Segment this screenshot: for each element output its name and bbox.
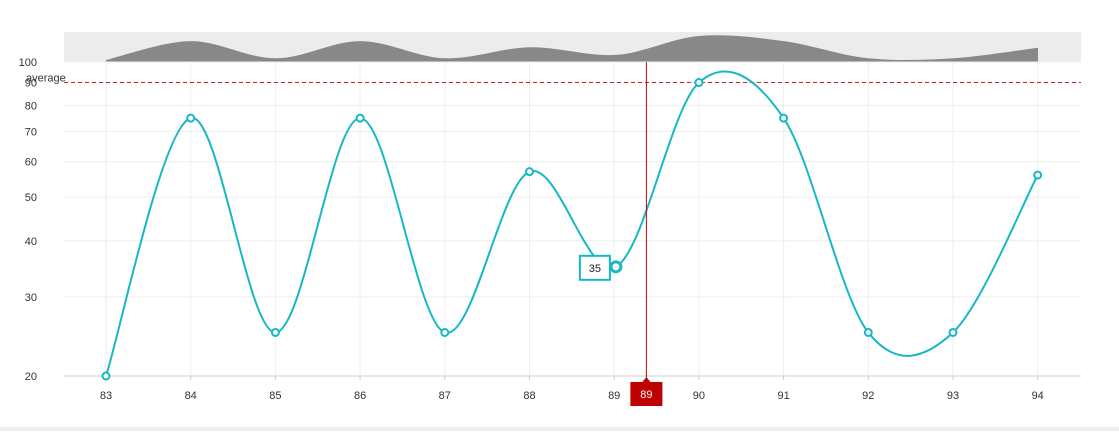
y-tick-label: 100 — [19, 57, 37, 69]
data-point[interactable] — [779, 113, 789, 123]
data-point[interactable] — [355, 113, 365, 123]
navigator-area — [106, 35, 1038, 62]
y-tick-label: 20 — [25, 371, 37, 383]
tooltip: 35 — [578, 254, 623, 281]
crosshair-badge — [630, 377, 663, 406]
x-tick-label: 83 — [100, 390, 112, 402]
x-tick-label: 88 — [523, 390, 535, 402]
x-tick-label: 94 — [1032, 390, 1044, 402]
x-tick-label: 93 — [947, 390, 959, 402]
series-group[interactable] — [101, 70, 1043, 381]
x-tick-label: 90 — [693, 390, 705, 402]
y-axis-ticks: 20 30 40 50 60 70 80 90 100 — [19, 57, 37, 383]
x-axis-ticks: 83 84 85 86 87 88 89 90 91 92 93 94 — [100, 390, 1044, 402]
data-point[interactable] — [186, 113, 196, 123]
data-point[interactable] — [694, 78, 704, 88]
x-tick-label: 87 — [439, 390, 451, 402]
series-line[interactable] — [105, 70, 1039, 377]
y-tick-label: 70 — [25, 127, 37, 139]
data-point[interactable] — [948, 327, 958, 337]
x-tick-label: 89 — [608, 390, 620, 402]
y-tick-label: 40 — [25, 236, 37, 248]
average-line-group: average — [26, 73, 1081, 85]
y-tick-label: 50 — [25, 192, 37, 204]
navigator[interactable] — [64, 32, 1081, 62]
data-point[interactable] — [440, 327, 450, 337]
x-tick-label: 86 — [354, 390, 366, 402]
x-tick-label: 84 — [185, 390, 197, 402]
series-points[interactable] — [101, 78, 1043, 381]
data-point[interactable] — [863, 327, 873, 337]
x-tick-label: 92 — [862, 390, 874, 402]
y-tick-label: 30 — [25, 292, 37, 304]
data-point[interactable] — [525, 167, 534, 177]
y-tick-label: 60 — [25, 157, 37, 169]
data-point[interactable] — [1033, 170, 1043, 180]
tooltip-value: 35 — [589, 263, 601, 275]
x-tick-label: 91 — [777, 390, 789, 402]
y-tick-label: 90 — [25, 78, 37, 90]
bottom-border — [0, 427, 1119, 431]
tooltip-box — [578, 254, 611, 281]
y-tick-label: 80 — [25, 101, 37, 113]
x-tick-label: 85 — [269, 390, 281, 402]
data-point[interactable] — [270, 327, 280, 337]
crosshair-label: 89 — [640, 389, 652, 401]
average-label: average — [26, 73, 66, 85]
highlighted-point — [609, 260, 623, 274]
crosshair[interactable]: 89 — [630, 62, 663, 406]
data-point[interactable] — [101, 371, 111, 381]
